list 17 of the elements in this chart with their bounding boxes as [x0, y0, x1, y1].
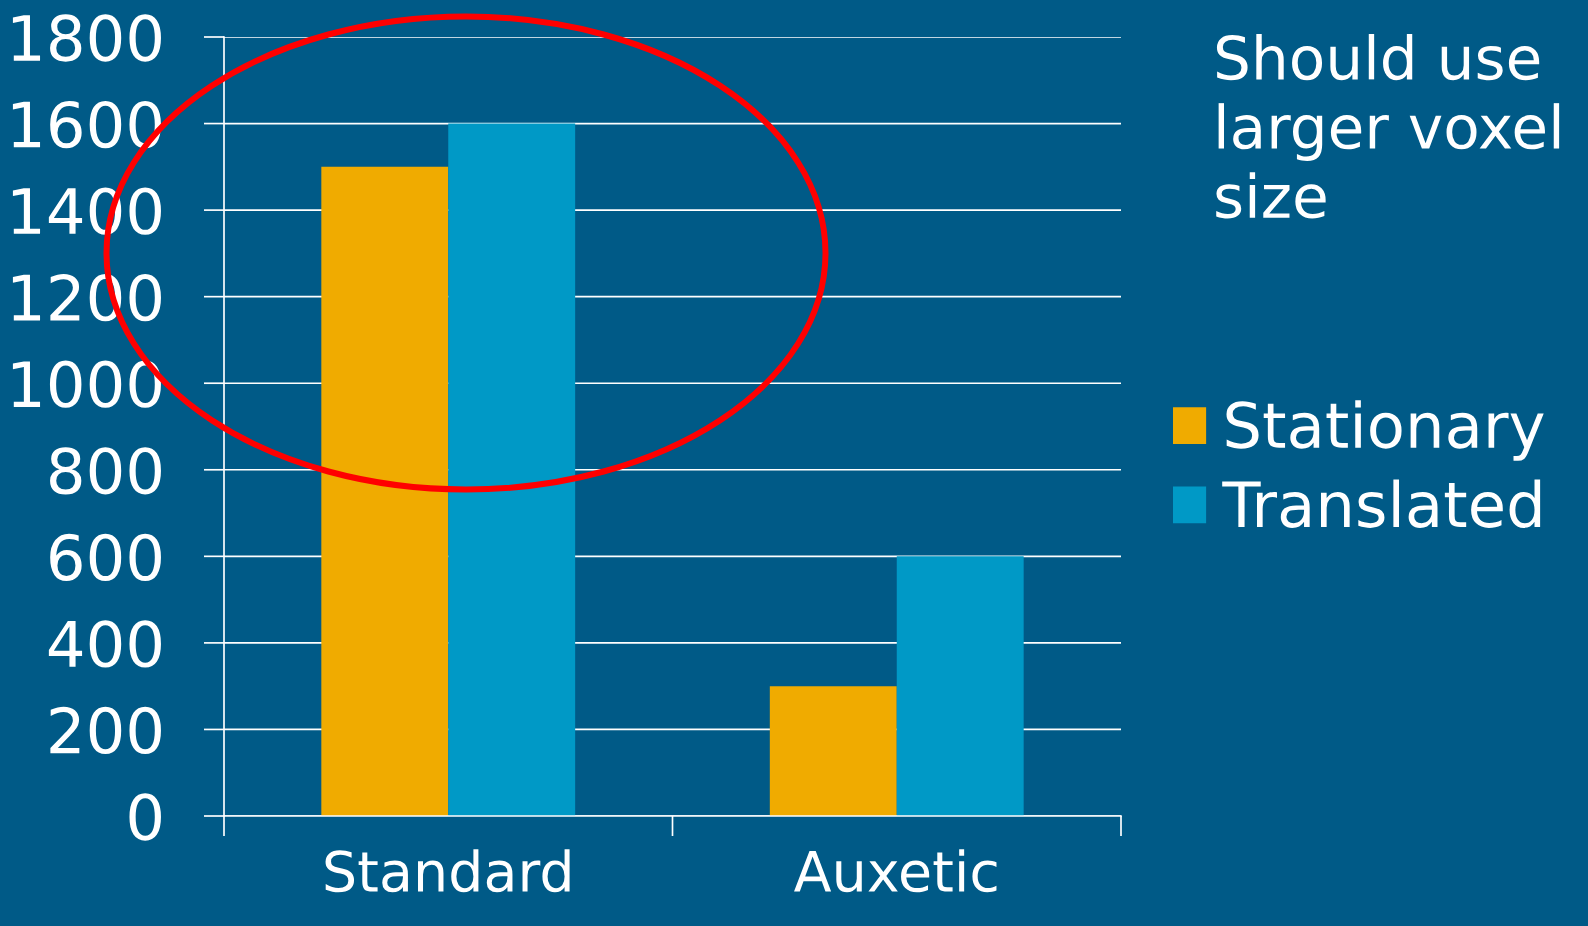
- y-tick-label: 1600: [12, 100, 161, 149]
- y-tick-label: 600: [50, 533, 161, 581]
- x-tick-label: Auxetic: [794, 849, 997, 893]
- text: Should use larger voxel size: [1216, 34, 1560, 219]
- y-tick-label: 1800: [12, 14, 161, 62]
- bar: [321, 166, 449, 816]
- y-tick-label: 800: [50, 447, 161, 495]
- bar: [896, 556, 1024, 816]
- y-tick-label: 0: [129, 793, 161, 841]
- y-tick-label: 200: [50, 706, 161, 755]
- y-tick-label: 400: [48, 620, 161, 668]
- bar: [448, 123, 576, 816]
- legend-label: Stationary: [1226, 400, 1544, 461]
- y-tick-label: 1000: [12, 360, 161, 408]
- bar: [769, 686, 897, 816]
- x-tick-label: Standard: [325, 849, 570, 893]
- legend-label: Translated: [1222, 479, 1541, 528]
